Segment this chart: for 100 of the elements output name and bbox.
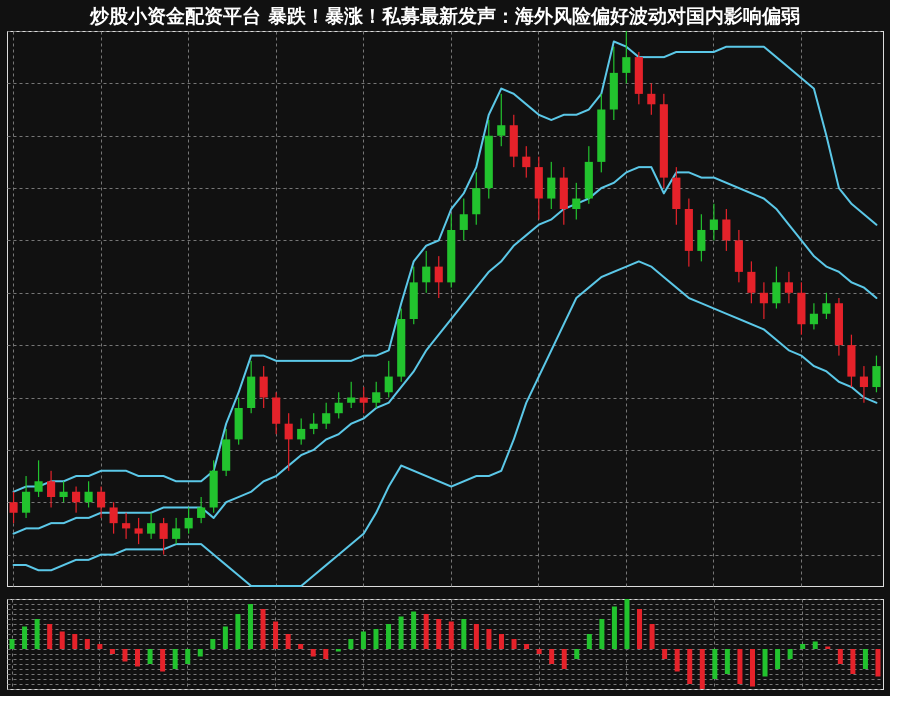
candlestick bbox=[22, 475, 30, 519]
bar bbox=[512, 639, 517, 649]
bar bbox=[222, 626, 228, 649]
bar bbox=[486, 629, 492, 649]
candlestick bbox=[434, 256, 443, 299]
candlestick bbox=[522, 146, 530, 178]
bar bbox=[135, 649, 140, 666]
bar bbox=[148, 649, 153, 664]
bar bbox=[712, 649, 718, 679]
bar bbox=[875, 649, 880, 676]
bar bbox=[700, 649, 705, 689]
bar bbox=[549, 649, 554, 664]
candlestick bbox=[297, 418, 306, 446]
bar bbox=[110, 649, 115, 654]
bar bbox=[10, 639, 15, 649]
bar bbox=[838, 649, 843, 664]
candlestick bbox=[422, 250, 430, 294]
candlestick bbox=[10, 491, 18, 524]
bar bbox=[800, 644, 806, 649]
bar bbox=[298, 644, 304, 649]
bar bbox=[498, 634, 504, 649]
candlestick bbox=[110, 502, 118, 534]
bar bbox=[637, 609, 642, 649]
candlestick bbox=[572, 182, 580, 220]
bar bbox=[360, 632, 366, 649]
candlestick bbox=[747, 260, 756, 304]
bar bbox=[612, 606, 617, 649]
candlestick bbox=[197, 496, 206, 524]
candlestick bbox=[84, 480, 93, 508]
candlestick bbox=[184, 506, 193, 534]
bar bbox=[22, 626, 28, 649]
candlestick bbox=[497, 93, 506, 147]
candlestick bbox=[760, 282, 768, 320]
bar bbox=[562, 649, 567, 669]
bar bbox=[34, 619, 40, 649]
bar bbox=[850, 649, 856, 674]
candlestick bbox=[697, 214, 706, 262]
candlestick bbox=[172, 517, 180, 545]
bar bbox=[47, 624, 52, 649]
candlestick bbox=[60, 480, 68, 503]
candlestick bbox=[710, 203, 718, 242]
bar bbox=[650, 624, 655, 649]
bar bbox=[286, 634, 291, 649]
candlestick bbox=[322, 402, 330, 430]
bar bbox=[424, 614, 429, 649]
candlestick bbox=[347, 381, 356, 409]
bar bbox=[60, 632, 65, 649]
candlestick bbox=[260, 365, 268, 409]
bar bbox=[248, 604, 253, 649]
candlestick bbox=[284, 412, 293, 472]
candlestick bbox=[134, 517, 143, 545]
candlestick bbox=[34, 460, 43, 498]
candlestick bbox=[384, 360, 393, 398]
candlestick bbox=[872, 355, 880, 393]
bar bbox=[84, 639, 90, 649]
candlestick bbox=[72, 486, 80, 514]
candlestick bbox=[310, 412, 318, 435]
bar bbox=[474, 624, 479, 649]
bar bbox=[411, 612, 416, 649]
bar bbox=[210, 639, 216, 649]
candlestick bbox=[360, 386, 368, 414]
candlestick bbox=[160, 517, 168, 556]
bar bbox=[448, 622, 454, 649]
candlestick bbox=[547, 161, 556, 210]
bar bbox=[687, 649, 692, 684]
candlestick bbox=[460, 198, 468, 242]
bar bbox=[373, 629, 378, 649]
candlestick bbox=[334, 392, 343, 420]
bar bbox=[235, 614, 240, 649]
bar bbox=[323, 649, 328, 659]
bar bbox=[348, 639, 354, 649]
bar bbox=[775, 649, 780, 669]
bar bbox=[198, 649, 203, 656]
bar bbox=[599, 619, 604, 649]
bar bbox=[160, 649, 166, 672]
candlestick bbox=[372, 381, 380, 409]
bar bbox=[72, 634, 78, 649]
chart-title: 炒股小资金配资平台 暴跌！暴涨！私募最新发声：海外风险偏好波动对国内影响偏弱 bbox=[89, 5, 800, 28]
bar bbox=[674, 649, 680, 672]
bar bbox=[574, 649, 580, 659]
bar bbox=[862, 649, 868, 669]
bar bbox=[172, 649, 178, 669]
candlestick bbox=[147, 512, 156, 540]
bar bbox=[97, 644, 102, 649]
candlestick bbox=[860, 365, 868, 404]
candlestick bbox=[822, 292, 830, 320]
bar bbox=[310, 649, 316, 656]
bar bbox=[724, 649, 730, 674]
candlestick bbox=[647, 82, 656, 116]
bar bbox=[536, 649, 542, 654]
bar bbox=[386, 624, 392, 649]
candlestick bbox=[47, 470, 56, 508]
bar bbox=[122, 649, 128, 662]
candlestick bbox=[722, 208, 730, 252]
bar bbox=[260, 609, 266, 649]
bar bbox=[436, 619, 442, 649]
candlestick bbox=[810, 302, 818, 330]
bar bbox=[461, 619, 466, 649]
candlestick bbox=[97, 486, 106, 519]
bar bbox=[398, 616, 404, 649]
